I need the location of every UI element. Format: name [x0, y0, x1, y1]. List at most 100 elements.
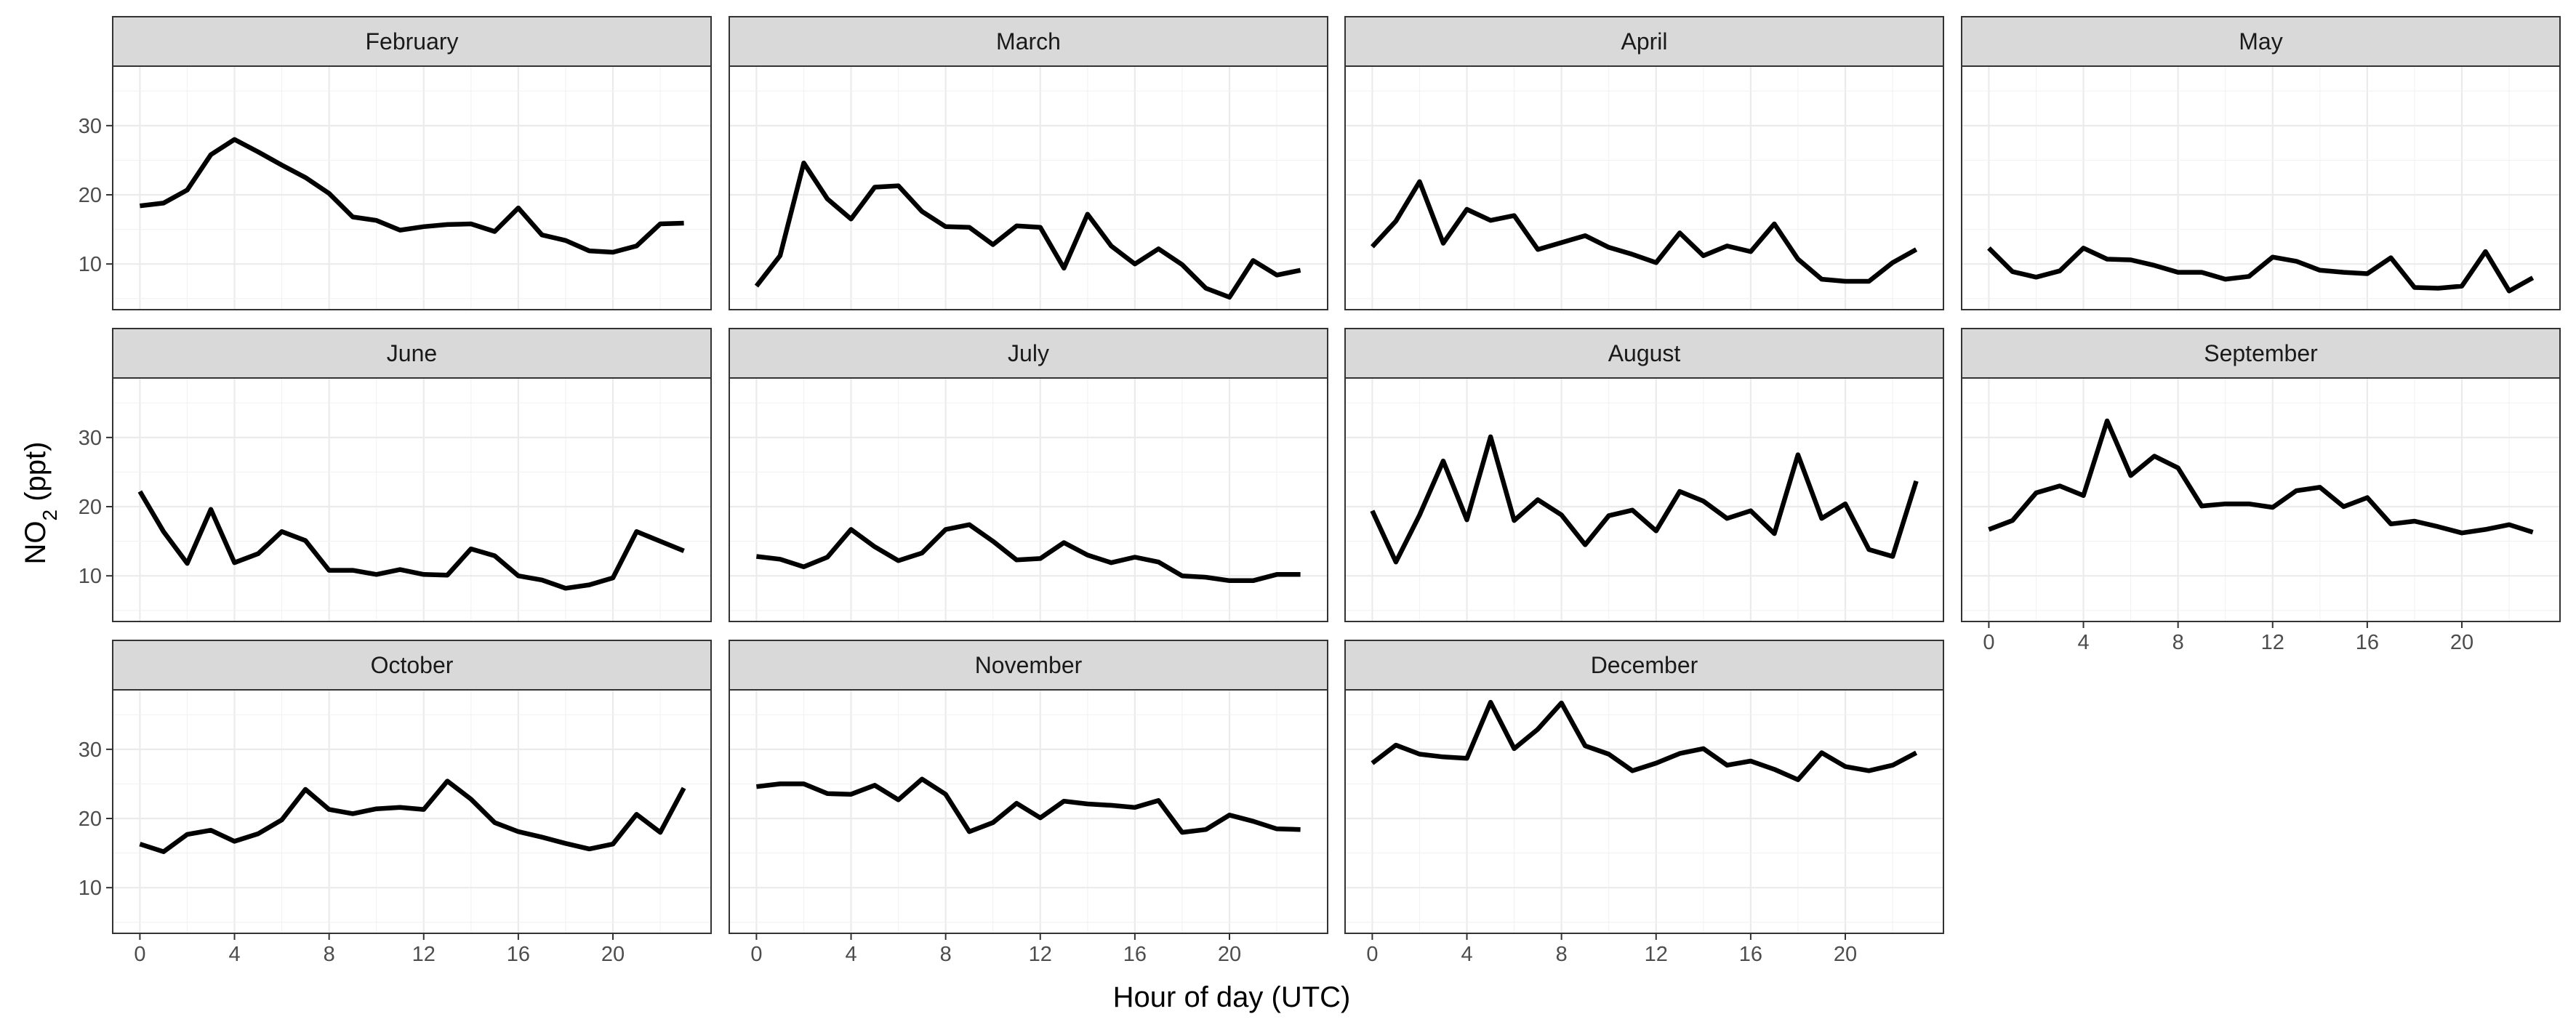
panel-background-june — [113, 378, 711, 621]
x-tick-label: 16 — [1739, 943, 1762, 966]
x-tick-label: 16 — [1123, 943, 1147, 966]
y-axis-title-subscript: 2 — [39, 510, 61, 521]
panel-border-july — [729, 377, 1328, 622]
panel-border-august — [1344, 377, 1944, 622]
strip-label-april: April — [1621, 28, 1667, 55]
y-tick-label: 10 — [79, 253, 102, 276]
panel-background-august — [1345, 378, 1943, 621]
panel-background-april — [1345, 66, 1943, 310]
x-tick-label: 0 — [750, 943, 762, 966]
panel-border-december — [1344, 689, 1944, 934]
x-tick-label: 8 — [2172, 631, 2184, 654]
grid-april — [1345, 66, 1943, 310]
panel-background-october — [113, 690, 711, 933]
strip-label-june: June — [387, 340, 437, 366]
panel-background-march — [729, 66, 1328, 310]
x-tick-label: 20 — [1834, 943, 1857, 966]
strip-december — [1344, 640, 1944, 691]
series-line-november — [756, 776, 1301, 835]
panel-november: November 0 4 8 12 16 20 — [729, 640, 1328, 966]
panel-march: March — [729, 16, 1328, 310]
panel-border-october — [112, 689, 712, 934]
y-tick-label: 20 — [79, 808, 102, 831]
series-line-december — [1371, 699, 1918, 782]
x-tick-label: 4 — [2077, 631, 2089, 654]
panel-background-february — [113, 66, 711, 310]
x-tick-label: 20 — [2450, 631, 2473, 654]
panel-border-march — [729, 65, 1328, 310]
panel-border-february — [112, 65, 712, 310]
y-tick-label: 10 — [79, 565, 102, 588]
panel-december: December 0 4 8 12 16 20 — [1344, 640, 1944, 966]
strip-august — [1344, 328, 1944, 379]
y-axis-title-main: NO — [20, 520, 52, 564]
strip-label-september: September — [2204, 340, 2318, 366]
y-tick-label: 10 — [79, 877, 102, 900]
strip-june — [112, 328, 712, 379]
strip-label-october: October — [371, 652, 454, 678]
strip-label-august: August — [1608, 340, 1681, 366]
panel-border-september — [1961, 377, 2561, 622]
strip-july — [729, 328, 1328, 379]
strip-april — [1344, 16, 1944, 67]
panel-border-may — [1961, 65, 2561, 310]
panel-border-june — [112, 377, 712, 622]
y-tick-label: 20 — [79, 184, 102, 207]
x-tick-label: 0 — [134, 943, 145, 966]
x-tick-label: 12 — [412, 943, 436, 966]
series-line-march — [754, 160, 1301, 300]
grid-june — [113, 378, 711, 621]
axis-titles: Hour of day (UTC) NO2 (ppt) — [20, 442, 1350, 1013]
strip-label-november: November — [975, 652, 1083, 678]
grid-march — [729, 66, 1328, 310]
x-tick-label: 4 — [228, 943, 240, 966]
grid-july — [729, 378, 1328, 621]
x-tick-label: 20 — [601, 943, 625, 966]
grid-december — [1345, 690, 1943, 933]
x-tick-label: 12 — [1645, 943, 1668, 966]
panel-september: September 0 4 8 12 16 20 — [1961, 328, 2561, 654]
panel-august: August — [1344, 328, 1944, 622]
panel-july: July — [729, 328, 1328, 622]
panel-february: February 10 20 30 — [79, 16, 712, 310]
y-axis-title-unit: (ppt) — [20, 442, 52, 510]
x-tick-label: 4 — [1461, 943, 1472, 966]
y-tick-label: 20 — [79, 496, 102, 519]
x-tick-label: 8 — [1556, 943, 1568, 966]
grid-may — [1962, 66, 2560, 310]
y-axis-title: NO2 (ppt) — [20, 442, 61, 565]
panel-june: June 10 20 30 — [79, 328, 712, 622]
strip-label-february: February — [365, 28, 458, 55]
strip-label-march: March — [996, 28, 1061, 55]
x-tick-label: 16 — [2356, 631, 2379, 654]
x-tick-label: 0 — [1366, 943, 1378, 966]
x-tick-label: 8 — [324, 943, 335, 966]
x-tick-label: 8 — [940, 943, 952, 966]
grid-february — [113, 66, 711, 310]
strip-label-july: July — [1008, 340, 1049, 366]
series-line-may — [1987, 246, 2535, 294]
series-line-october — [139, 778, 686, 854]
series-line-june — [137, 490, 685, 591]
x-tick-label: 4 — [845, 943, 856, 966]
panels: February 10 20 30 March April May June 10 20 30 Jul… — [79, 16, 2561, 966]
panel-background-july — [729, 378, 1328, 621]
strip-november — [729, 640, 1328, 691]
series-line-february — [140, 137, 684, 255]
x-axis-title: Hour of day (UTC) — [1113, 981, 1351, 1013]
panel-background-september — [1962, 378, 2560, 621]
series-line-august — [1370, 434, 1919, 565]
x-tick-label: 12 — [2261, 631, 2284, 654]
strip-label-december: December — [1591, 652, 1698, 678]
panel-background-december — [1345, 690, 1943, 933]
y-tick-label: 30 — [79, 115, 102, 138]
panel-may: May — [1961, 16, 2561, 310]
panel-border-april — [1344, 65, 1944, 310]
strip-march — [729, 16, 1328, 67]
strip-label-may: May — [2239, 28, 2282, 55]
y-tick-label: 30 — [79, 427, 102, 450]
strip-october — [112, 640, 712, 691]
x-tick-label: 20 — [1218, 943, 1241, 966]
series-line-april — [1371, 179, 1918, 284]
